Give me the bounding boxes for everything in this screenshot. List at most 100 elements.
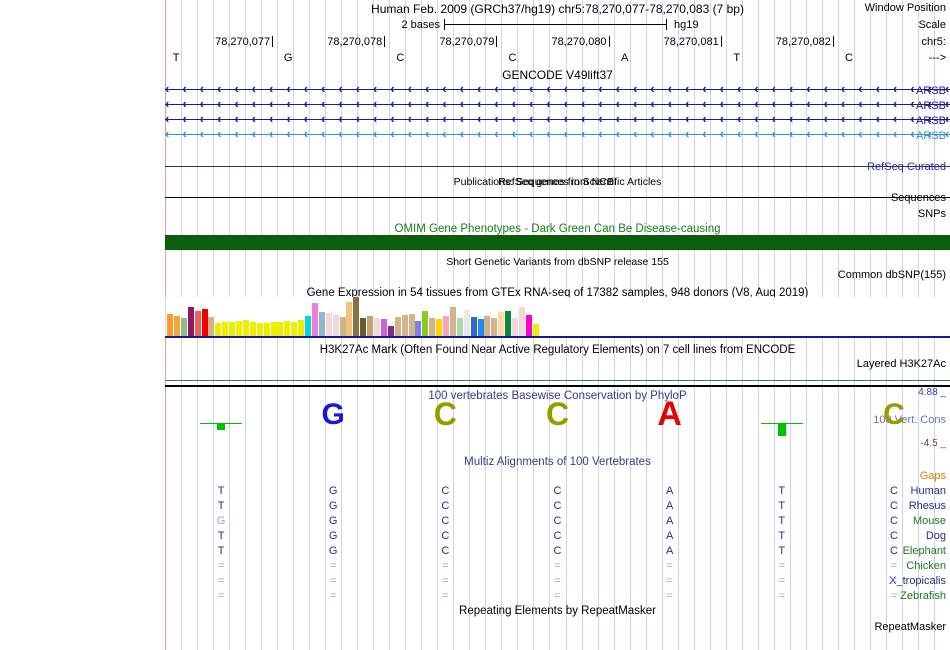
gencode-transcript-row[interactable]: ‹ ‹ ‹ ‹ ‹ ‹ ‹ ‹ ‹ ‹ ‹ ‹ ‹ ‹ ‹ ‹ ‹ ‹ ‹ ‹ … bbox=[165, 128, 950, 140]
gtex-tissue-bar[interactable] bbox=[298, 319, 305, 337]
gtex-expression-barchart[interactable] bbox=[165, 297, 950, 337]
gencode-gene-label[interactable]: ARSB bbox=[916, 130, 946, 142]
dbsnp-label[interactable]: Common dbSNP(155) bbox=[837, 269, 946, 281]
gtex-tissue-bar[interactable] bbox=[470, 317, 477, 337]
gtex-tissue-bar[interactable] bbox=[422, 311, 429, 337]
gtex-tissue-bar[interactable] bbox=[311, 302, 318, 337]
conservation-base-letter: C bbox=[545, 396, 570, 433]
h3k27ac-label[interactable]: Layered H3K27Ac bbox=[856, 358, 946, 370]
gencode-transcript-row[interactable]: ‹ ‹ ‹ ‹ ‹ ‹ ‹ ‹ ‹ ‹ ‹ ‹ ‹ ‹ ‹ ‹ ‹ ‹ ‹ ‹ … bbox=[165, 98, 950, 110]
gtex-tissue-bar[interactable] bbox=[360, 317, 367, 337]
multiz-aligned-base: C bbox=[889, 485, 898, 497]
gtex-tissue-bar[interactable] bbox=[477, 318, 484, 337]
gencode-gene-label[interactable]: ARSB bbox=[916, 85, 946, 97]
multiz-aligned-base: T bbox=[217, 500, 225, 512]
ruler-tick bbox=[496, 36, 498, 47]
gtex-tissue-bar[interactable] bbox=[518, 307, 525, 337]
gtex-tissue-bar[interactable] bbox=[332, 315, 339, 337]
gtex-tissue-bar[interactable] bbox=[318, 312, 325, 337]
gtex-tissue-bar[interactable] bbox=[291, 321, 298, 337]
ruler-position-1: 78,270,077 bbox=[215, 36, 271, 48]
multiz-species-label[interactable]: Zebrafish bbox=[900, 590, 946, 602]
conservation-label[interactable]: 100 Vert. Cons bbox=[873, 414, 946, 426]
gtex-tissue-bar[interactable] bbox=[456, 317, 463, 337]
gtex-tissue-bar[interactable] bbox=[353, 297, 360, 337]
gtex-tissue-bar[interactable] bbox=[201, 309, 208, 337]
gtex-tissue-bar[interactable] bbox=[249, 321, 256, 337]
snps-label[interactable]: SNPs bbox=[917, 208, 946, 220]
gtex-tissue-bar[interactable] bbox=[415, 320, 422, 337]
gtex-tissue-bar[interactable] bbox=[277, 321, 284, 337]
h3k27ac-baseline bbox=[165, 380, 950, 381]
gtex-tissue-bar[interactable] bbox=[401, 315, 408, 337]
gtex-tissue-bar[interactable] bbox=[305, 316, 311, 337]
gtex-tissue-bar[interactable] bbox=[339, 317, 346, 337]
gtex-tissue-bar[interactable] bbox=[208, 317, 215, 337]
refseq-label[interactable]: RefSeq Curated bbox=[867, 161, 946, 173]
ruler-tick bbox=[720, 36, 722, 47]
gtex-tissue-bar[interactable] bbox=[173, 316, 180, 337]
gtex-tissue-bar[interactable] bbox=[491, 317, 498, 337]
gtex-tissue-bar[interactable] bbox=[194, 311, 201, 337]
gencode-transcript-row[interactable]: ‹ ‹ ‹ ‹ ‹ ‹ ‹ ‹ ‹ ‹ ‹ ‹ ‹ ‹ ‹ ‹ ‹ ‹ ‹ ‹ … bbox=[165, 113, 950, 125]
sequences-track-title: Publications: Sequences in Scientific Ar… bbox=[453, 176, 662, 188]
gtex-tissue-bar[interactable] bbox=[505, 311, 512, 337]
gtex-tissue-bar[interactable] bbox=[236, 320, 242, 337]
multiz-aligned-base: C bbox=[889, 515, 898, 527]
gtex-tissue-bar[interactable] bbox=[242, 319, 249, 337]
gtex-tissue-bar[interactable] bbox=[525, 315, 532, 337]
gtex-tissue-bar[interactable] bbox=[463, 310, 470, 337]
gtex-tissue-bar[interactable] bbox=[222, 321, 229, 337]
gencode-gene-label[interactable]: ARSB bbox=[916, 100, 946, 112]
gencode-gene-label[interactable]: ARSB bbox=[916, 115, 946, 127]
gtex-tissue-bar[interactable] bbox=[408, 314, 415, 337]
multiz-gap-marker: = bbox=[442, 560, 449, 572]
gtex-tissue-bar[interactable] bbox=[387, 325, 394, 337]
gtex-tissue-bar[interactable] bbox=[215, 322, 222, 337]
gtex-tissue-bar[interactable] bbox=[346, 301, 353, 337]
gtex-tissue-bar[interactable] bbox=[167, 314, 173, 337]
multiz-species-label[interactable]: Human bbox=[910, 485, 946, 497]
gaps-label[interactable]: Gaps bbox=[919, 470, 946, 482]
gtex-tissue-bar[interactable] bbox=[367, 316, 374, 337]
multiz-species-label[interactable]: Rhesus bbox=[908, 500, 946, 512]
gtex-tissue-bar[interactable] bbox=[187, 306, 194, 337]
gencode-transcript-row[interactable]: ‹ ‹ ‹ ‹ ‹ ‹ ‹ ‹ ‹ ‹ ‹ ‹ ‹ ‹ ‹ ‹ ‹ ‹ ‹ ‹ … bbox=[165, 83, 950, 95]
multiz-species-label[interactable]: Chicken bbox=[906, 560, 946, 572]
multiz-species-label[interactable]: Dog bbox=[925, 530, 946, 542]
gtex-tissue-bar[interactable] bbox=[498, 312, 505, 337]
multiz-species-label[interactable]: Mouse bbox=[912, 515, 946, 527]
repeatmasker-label[interactable]: RepeatMasker bbox=[874, 621, 946, 633]
gtex-tissue-bar[interactable] bbox=[532, 323, 539, 337]
gtex-tissue-bar[interactable] bbox=[263, 322, 270, 337]
gtex-tissue-bar[interactable] bbox=[180, 317, 187, 337]
omim-gene-feature[interactable] bbox=[165, 235, 950, 250]
multiz-aligned-base: T bbox=[217, 545, 225, 557]
gtex-baseline bbox=[165, 336, 950, 338]
gtex-tissue-bar[interactable] bbox=[449, 306, 456, 337]
window-position-value: Human Feb. 2009 (GRCh37/hg19) chr5:78,27… bbox=[371, 2, 744, 16]
gtex-tissue-bar[interactable] bbox=[325, 313, 332, 337]
gtex-tissue-bar[interactable] bbox=[284, 320, 291, 337]
multiz-aligned-base: A bbox=[665, 515, 674, 527]
multiz-species-label[interactable]: Elephant bbox=[902, 545, 946, 557]
multiz-gap-marker: = bbox=[666, 590, 673, 602]
reference-base: C bbox=[844, 52, 853, 64]
gtex-tissue-bar[interactable] bbox=[374, 317, 380, 337]
gtex-tissue-bar[interactable] bbox=[256, 322, 263, 337]
gtex-tissue-bar[interactable] bbox=[484, 316, 491, 337]
multiz-species-label[interactable]: X_tropicalis bbox=[889, 575, 946, 587]
conservation-base-letter: G bbox=[321, 398, 345, 431]
gtex-tissue-bar[interactable] bbox=[394, 317, 401, 337]
gtex-tissue-bar[interactable] bbox=[436, 318, 443, 337]
gtex-tissue-bar[interactable] bbox=[380, 318, 387, 337]
multiz-gap-marker: = bbox=[778, 575, 785, 587]
gtex-tissue-bar[interactable] bbox=[443, 316, 449, 337]
gtex-tissue-bar[interactable] bbox=[429, 317, 436, 337]
gtex-tissue-bar[interactable] bbox=[512, 317, 518, 337]
gtex-tissue-bar[interactable] bbox=[229, 321, 236, 337]
gencode-track-title: GENCODE V49lift37 bbox=[502, 68, 613, 82]
sequences-label[interactable]: Sequences bbox=[890, 192, 946, 204]
gtex-tissue-bar[interactable] bbox=[270, 321, 277, 337]
